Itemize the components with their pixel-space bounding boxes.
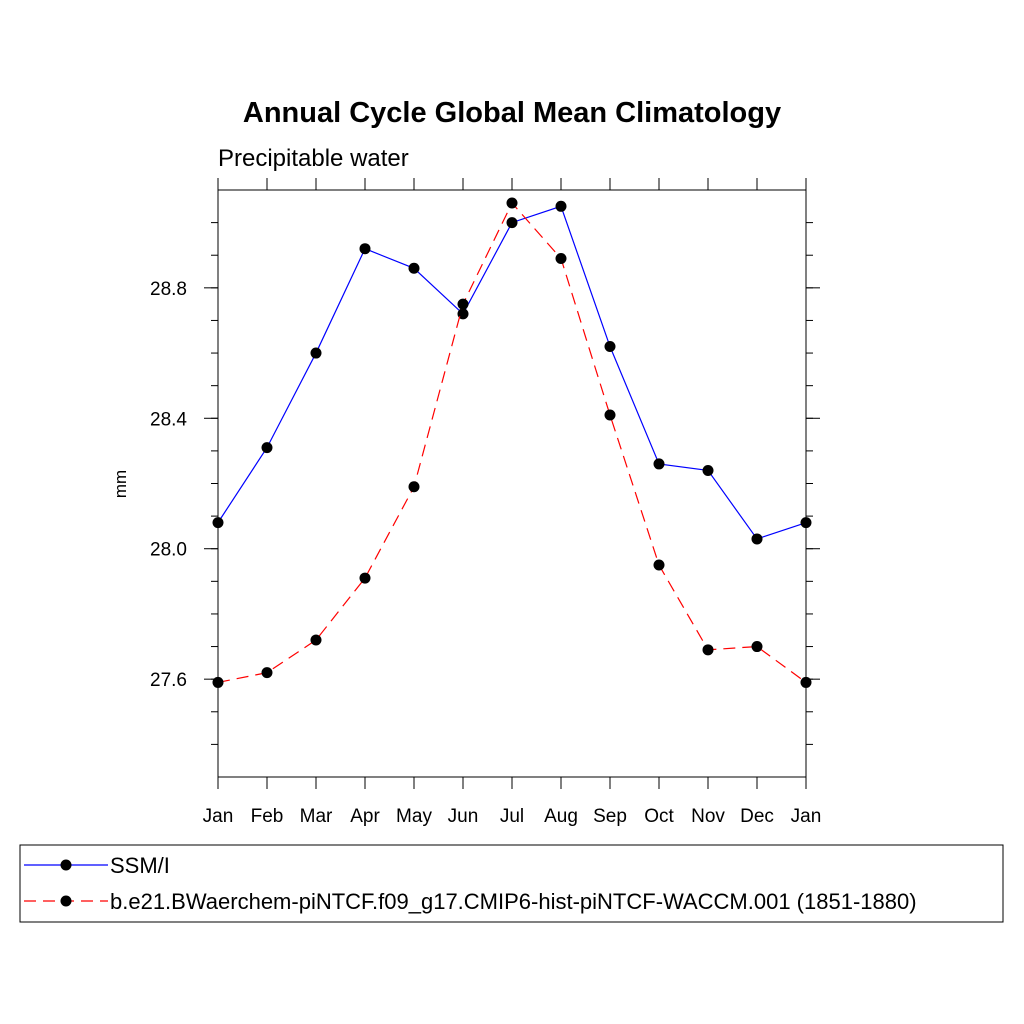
data-point <box>653 559 665 571</box>
x-tick-label: Feb <box>251 806 284 827</box>
y-tick-label: 28.0 <box>150 540 187 561</box>
data-point <box>751 533 763 545</box>
series-layer <box>212 197 812 688</box>
legend-item-1: b.e21.BWaerchem-piNTCF.f09_g17.CMIP6-his… <box>24 889 917 914</box>
chart-title: Annual Cycle Global Mean Climatology <box>243 97 781 129</box>
data-point <box>702 644 714 656</box>
legend-item-0: SSM/I <box>24 853 170 878</box>
legend-marker <box>60 895 72 907</box>
x-tick-label: Oct <box>644 806 674 827</box>
y-axis-label: mm <box>111 470 130 498</box>
y-tick-label: 28.4 <box>150 409 187 430</box>
x-tick-labels: Jan Feb Mar Apr May Jun Jul Aug Sep Oct Nov Dec Jan <box>203 806 822 827</box>
data-point <box>408 262 420 274</box>
data-point <box>506 217 518 229</box>
data-point <box>751 641 763 653</box>
legend-label: SSM/I <box>110 853 170 878</box>
x-tick-label: Dec <box>740 806 774 827</box>
data-point <box>555 200 567 212</box>
x-tick-label: Aug <box>544 806 578 827</box>
data-point <box>310 347 322 359</box>
series-1 <box>212 197 812 688</box>
legend-items: SSM/I b.e21.BWaerchem-piNTCF.f09_g17.CMIP… <box>24 853 917 914</box>
x-tick-label: Nov <box>691 806 725 827</box>
data-point <box>604 341 616 353</box>
series-line <box>217 205 807 540</box>
y-tick-label: 27.6 <box>150 670 187 691</box>
data-point <box>506 197 518 209</box>
data-point <box>653 458 665 470</box>
data-point <box>800 517 812 529</box>
y-tick-label: 28.8 <box>150 279 187 300</box>
x-tick-label: May <box>396 806 432 827</box>
legend <box>19 844 1004 923</box>
legend-marker <box>60 859 72 871</box>
data-point <box>212 517 224 529</box>
data-point <box>359 243 371 255</box>
data-point <box>408 481 420 493</box>
x-tick-label: Sep <box>593 806 627 827</box>
x-tick-label: Mar <box>300 806 333 827</box>
data-point <box>261 442 273 454</box>
data-point <box>310 634 322 646</box>
x-tick-label: Jan <box>791 806 822 827</box>
series-0 <box>212 200 812 545</box>
chart-subtitle: Precipitable water <box>218 145 409 172</box>
data-point <box>555 252 567 264</box>
series-line <box>217 201 807 684</box>
x-tick-label: Jun <box>448 806 479 827</box>
data-point <box>800 676 812 688</box>
data-point <box>359 572 371 584</box>
data-point <box>457 298 469 310</box>
axis-ticks <box>204 178 820 789</box>
data-point <box>604 409 616 421</box>
legend-label: b.e21.BWaerchem-piNTCF.f09_g17.CMIP6-his… <box>110 889 917 914</box>
data-point <box>212 676 224 688</box>
y-tick-labels: 27.6 28.0 28.4 28.8 <box>150 279 187 691</box>
data-point <box>702 464 714 476</box>
x-tick-label: Jul <box>500 806 524 827</box>
data-point <box>261 667 273 679</box>
x-tick-label: Jan <box>203 806 234 827</box>
x-tick-label: Apr <box>350 806 380 827</box>
